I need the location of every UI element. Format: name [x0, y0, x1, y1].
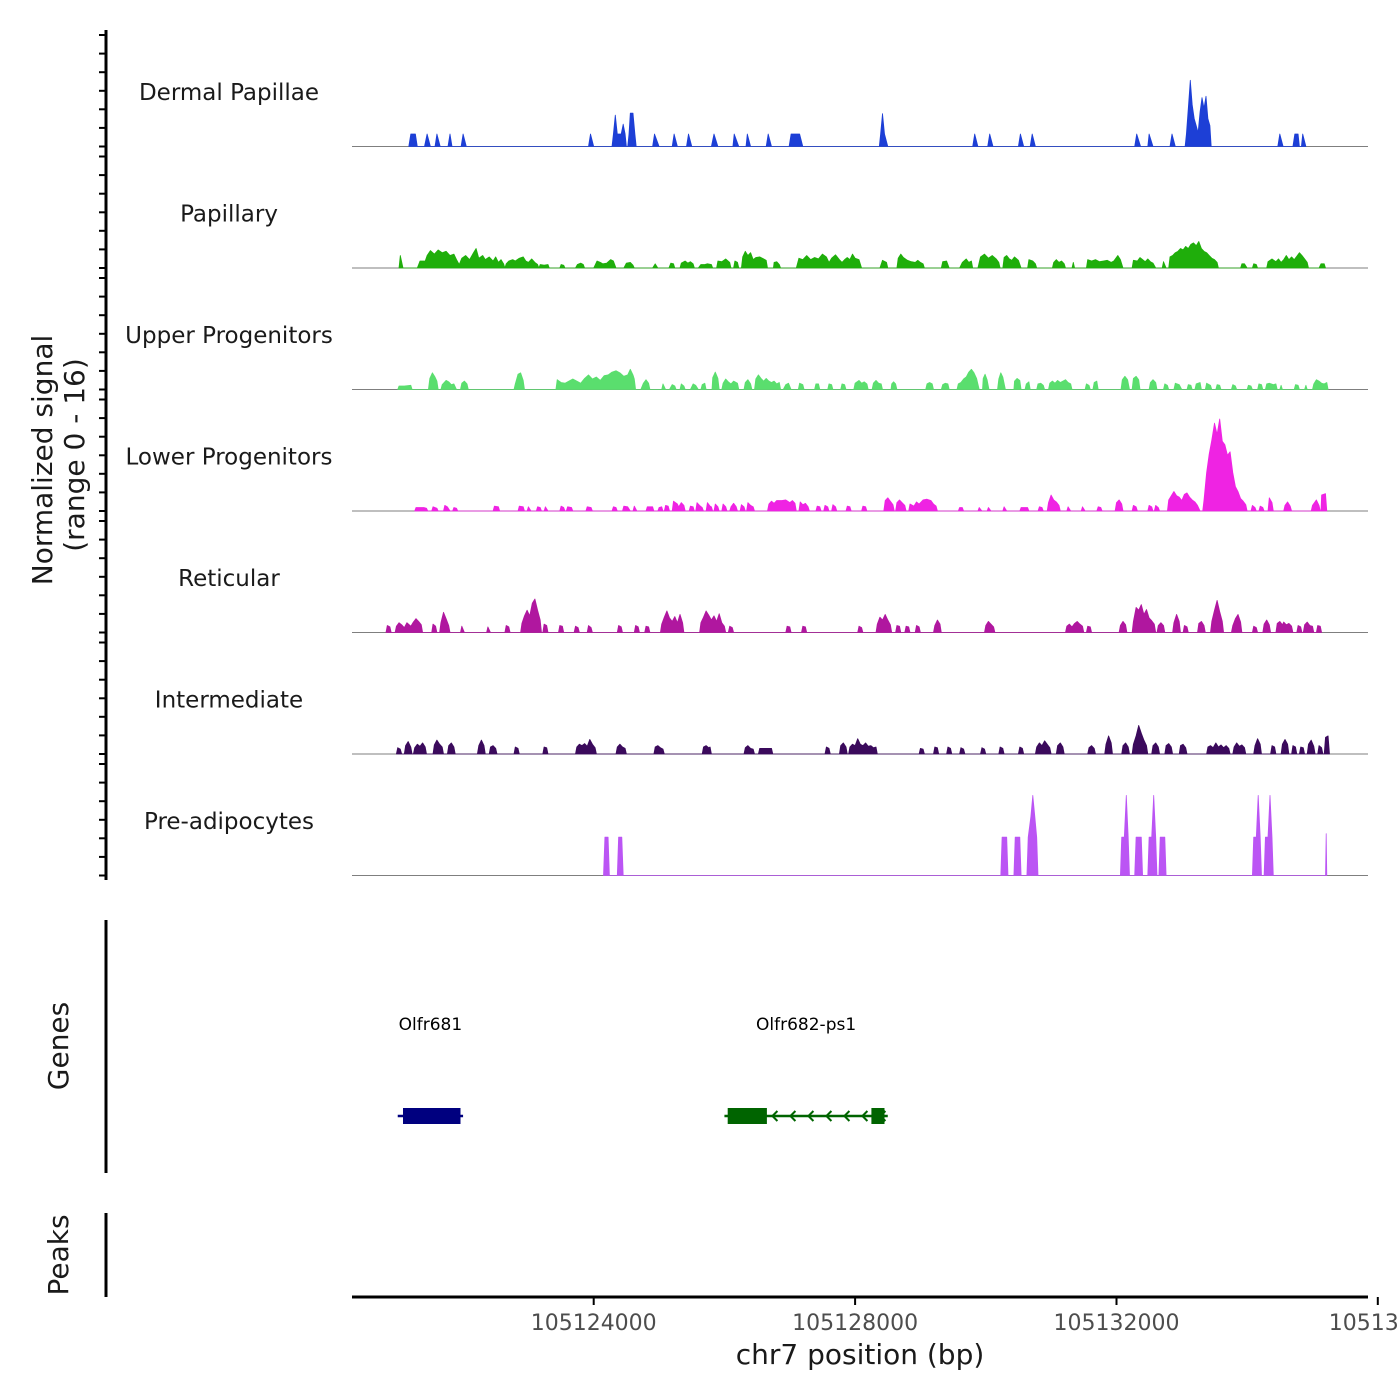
coverage-tracks: Dermal Papillae Papillary Upper Progenitor…	[125, 79, 1368, 876]
gene-strand-arrow	[771, 1110, 779, 1122]
gene-strand-arrow	[807, 1110, 815, 1122]
track-signal-area	[414, 418, 1328, 512]
x-tick-label: 105124000	[531, 1311, 657, 1336]
gene-strand-arrow	[843, 1110, 851, 1122]
x-axis-title: chr7 position (bp)	[736, 1338, 985, 1371]
track-signal-area	[397, 368, 1329, 390]
track-label: Papillary	[180, 202, 278, 228]
track-signal-area	[408, 79, 1307, 147]
gene-exon	[727, 1108, 767, 1124]
genes-panel-label: Genes	[42, 1002, 75, 1090]
track-4: Lower Progenitors	[126, 418, 1368, 512]
y-axis-title: Normalized signal	[26, 335, 59, 586]
x-tick-label: 105128000	[792, 1311, 918, 1336]
gene-exon	[403, 1108, 461, 1124]
track-label: Lower Progenitors	[126, 445, 333, 471]
track-label: Intermediate	[155, 688, 303, 714]
x-tick-label: 1051360	[1329, 1311, 1400, 1336]
track-5: Reticular	[178, 566, 1368, 633]
gene-2: Olfr682-ps1	[724, 1015, 888, 1124]
gene-strand-arrow	[789, 1110, 797, 1122]
y-axis-range-label: (range 0 - 16)	[58, 358, 91, 552]
peaks-panel-label: Peaks	[42, 1214, 75, 1295]
gene-annotations: Olfr681 Olfr682-ps1	[397, 1015, 888, 1124]
track-label: Pre-adipocytes	[144, 809, 314, 835]
track-6: Intermediate	[155, 688, 1368, 755]
x-axis-ticks: 105124000 105128000 105132000 1051360	[531, 1297, 1400, 1336]
track-3: Upper Progenitors	[125, 323, 1368, 390]
track-signal-area	[385, 598, 1322, 633]
x-tick-label: 105132000	[1054, 1311, 1180, 1336]
track-label: Dermal Papillae	[139, 80, 319, 106]
gene-1: Olfr681	[397, 1015, 464, 1124]
track-label: Upper Progenitors	[125, 323, 333, 349]
gene-label: Olfr681	[399, 1015, 463, 1035]
track-signal-area	[396, 725, 1330, 755]
gene-strand-arrow	[825, 1110, 833, 1122]
track-2: Papillary	[180, 202, 1368, 269]
track-signal-area	[398, 241, 1326, 269]
track-7: Pre-adipocytes	[144, 795, 1368, 876]
tracks-y-ticks	[99, 34, 106, 877]
track-label: Reticular	[178, 566, 280, 592]
track-signal-area	[603, 795, 1328, 876]
gene-strand-arrow	[861, 1110, 869, 1122]
gene-label: Olfr682-ps1	[756, 1015, 856, 1035]
track-1: Dermal Papillae	[139, 79, 1368, 147]
gene-exon	[871, 1108, 885, 1124]
